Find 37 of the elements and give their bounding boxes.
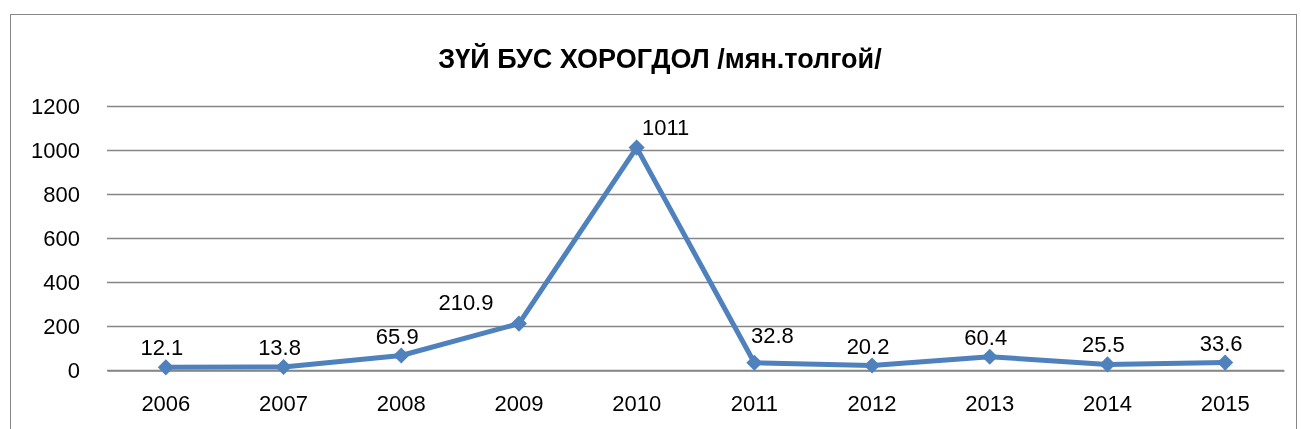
data-label: 12.1 [140, 335, 184, 361]
data-label: 60.4 [964, 324, 1008, 350]
point [981, 348, 998, 365]
point [510, 315, 528, 332]
data-label: 1011 [641, 114, 690, 140]
x-tick-label: 2015 [1200, 391, 1250, 417]
x-tick-label: 2011 [730, 391, 779, 417]
x-tick-label: 2006 [141, 391, 191, 417]
y-tick-label: 400 [43, 269, 80, 295]
data-label: 210.9 [438, 289, 494, 315]
x-tick-label: 2009 [494, 391, 544, 417]
point [275, 358, 292, 376]
x-tick-label: 2010 [612, 391, 662, 417]
y-tick-label: 800 [43, 181, 80, 207]
x-tick-label: 2007 [259, 391, 309, 417]
point [1099, 356, 1116, 373]
y-tick-label: 0 [67, 357, 80, 383]
chart-title: ЗҮЙ БУС ХОРОГДОЛ /мян.толгой/ [438, 43, 883, 74]
data-label: 33.6 [1199, 330, 1243, 356]
point [393, 347, 410, 364]
data-label: 25.5 [1082, 332, 1125, 358]
data-label: 65.9 [375, 323, 419, 349]
y-tick-label: 600 [43, 225, 80, 251]
point [157, 359, 174, 376]
point [746, 354, 763, 371]
x-tick-label: 2013 [965, 391, 1015, 417]
data-label: 13.8 [258, 334, 301, 360]
x-tick-label: 2014 [1082, 391, 1132, 417]
x-tick-label: 2008 [376, 391, 426, 417]
point [1217, 354, 1234, 371]
y-tick-label: 200 [43, 313, 80, 339]
data-label: 32.8 [750, 322, 794, 348]
data-label: 20.2 [846, 333, 890, 359]
y-tick-label: 1000 [31, 137, 80, 163]
x-tick-label: 2012 [847, 391, 897, 417]
point [628, 139, 645, 156]
y-tick-label: 1200 [31, 93, 80, 119]
